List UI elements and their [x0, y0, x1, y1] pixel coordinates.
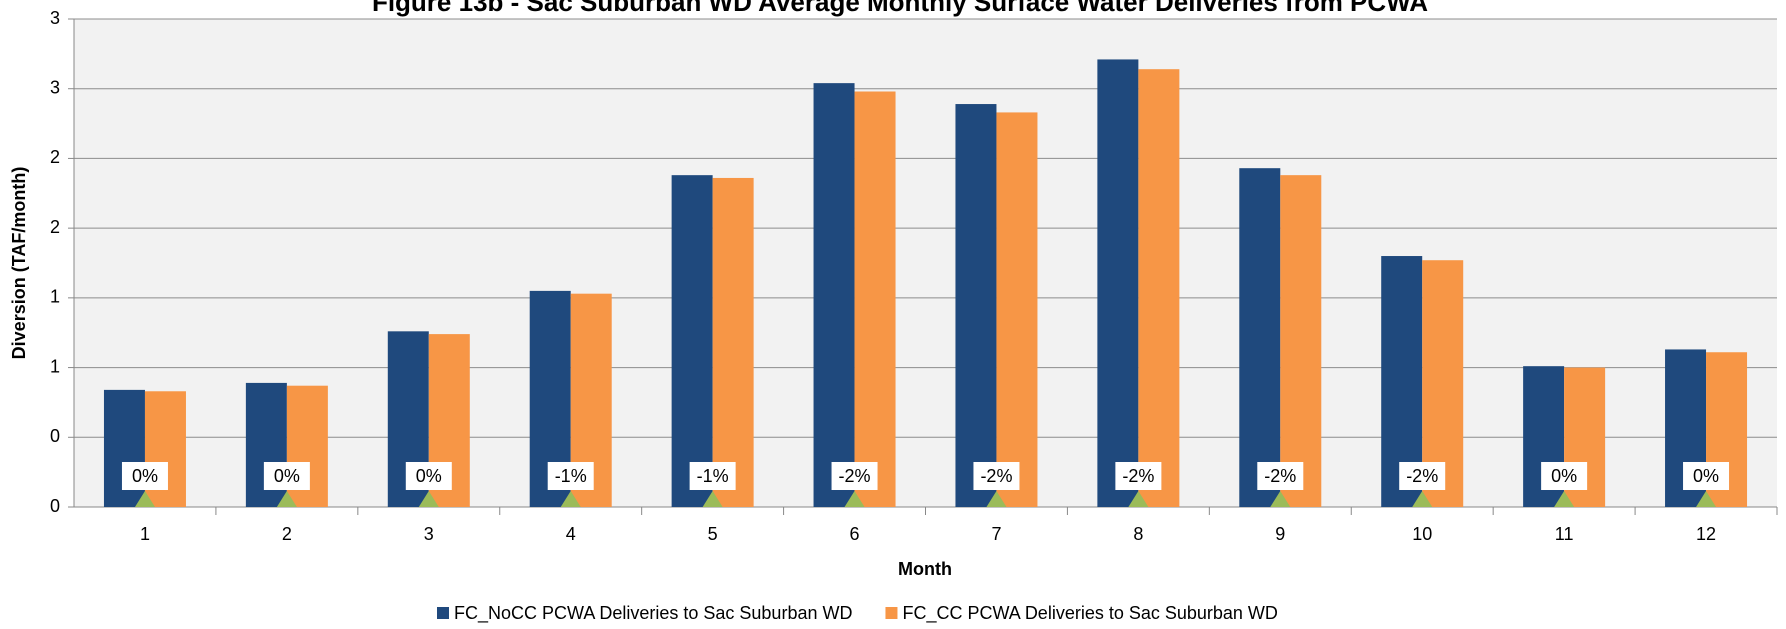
annotation: -2%	[980, 466, 1012, 486]
legend-swatch	[437, 607, 449, 619]
annotation-box	[121, 462, 168, 490]
annotation-marker	[560, 491, 581, 507]
x-tick-label: 7	[991, 524, 1001, 544]
annotation-marker	[276, 491, 297, 507]
bar	[854, 91, 896, 507]
annotation-box	[263, 462, 310, 490]
annotation: 0%	[1693, 466, 1719, 486]
annotation-marker	[1128, 491, 1149, 507]
annotation-marker	[418, 491, 439, 507]
annotation-box	[1257, 462, 1304, 490]
x-tick-label: 9	[1275, 524, 1285, 544]
legend-swatch	[885, 607, 898, 619]
x-tick-label: 5	[708, 524, 718, 544]
annotation-marker	[134, 491, 155, 507]
annotation-box	[1115, 462, 1162, 490]
legend-label: FC_NoCC PCWA Deliveries to Sac Suburban …	[454, 603, 852, 624]
annotation: -2%	[1406, 466, 1438, 486]
annotation: 0%	[132, 466, 158, 486]
annotation-box	[1541, 462, 1588, 490]
y-tick-label: 3	[50, 8, 60, 28]
bar	[1239, 168, 1281, 507]
y-axis-label: Diversion (TAF/month)	[9, 167, 29, 360]
annotation-box	[689, 462, 736, 490]
annotation: -2%	[1264, 466, 1296, 486]
x-tick-label: 2	[282, 524, 292, 544]
bar	[813, 83, 855, 507]
annotation: -2%	[1122, 466, 1154, 486]
annotation: 0%	[274, 466, 300, 486]
annotation-marker	[702, 491, 723, 507]
annotation: -1%	[697, 466, 729, 486]
annotation-marker	[1554, 491, 1575, 507]
bar	[671, 175, 713, 507]
annotation: -1%	[555, 466, 587, 486]
x-tick-label: 1	[140, 524, 150, 544]
y-tick-label: 3	[50, 77, 60, 97]
x-tick-label: 8	[1133, 524, 1143, 544]
x-tick-label: 6	[850, 524, 860, 544]
annotation-box	[547, 462, 594, 490]
bar	[955, 104, 997, 508]
x-tick-label: 4	[566, 524, 576, 544]
annotation-box	[973, 462, 1020, 490]
annotation-marker	[986, 491, 1007, 507]
annotation-marker	[1412, 491, 1433, 507]
bar	[996, 112, 1038, 507]
annotation-box	[1399, 462, 1446, 490]
bar	[1138, 69, 1180, 508]
y-tick-label: 1	[50, 356, 60, 376]
plot-area	[74, 19, 1777, 507]
annotation: -2%	[839, 466, 871, 486]
bar	[1097, 59, 1139, 507]
annotation-marker	[1270, 491, 1291, 507]
annotation-box	[1683, 462, 1730, 490]
x-tick-label: 12	[1696, 524, 1716, 544]
y-tick-label: 0	[50, 426, 60, 446]
y-tick-label: 2	[50, 217, 60, 237]
bar	[712, 177, 754, 507]
x-tick-label: 11	[1555, 524, 1574, 544]
annotation: 0%	[416, 466, 442, 486]
y-tick-label: 2	[50, 147, 60, 167]
chart-title: Figure 13b - Sac Suburban WD Average Mon…	[372, 0, 1428, 17]
annotation-box	[405, 462, 452, 490]
annotation: 0%	[1551, 466, 1577, 486]
bar	[1280, 175, 1322, 507]
y-tick-label: 1	[50, 287, 60, 307]
annotation-marker	[1696, 491, 1717, 507]
x-tick-label: 10	[1412, 524, 1432, 544]
y-tick-label: 0	[50, 496, 60, 516]
x-axis-label: Month	[898, 559, 952, 579]
annotation-marker	[844, 491, 865, 507]
legend-label: FC_CC PCWA Deliveries to Sac Suburban WD	[902, 603, 1277, 624]
annotation-box	[831, 462, 878, 490]
x-tick-label: 3	[424, 524, 434, 544]
